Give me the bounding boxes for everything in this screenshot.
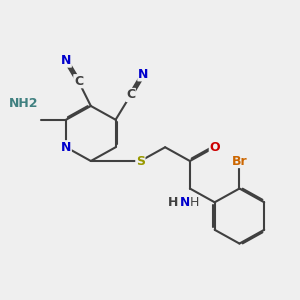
Text: H: H	[168, 196, 178, 209]
Text: N: N	[61, 141, 71, 154]
Text: N: N	[179, 196, 190, 209]
Text: H: H	[190, 196, 199, 209]
Text: S: S	[136, 154, 145, 167]
Text: C: C	[126, 88, 135, 101]
Text: Br: Br	[232, 154, 247, 167]
Text: NH2: NH2	[9, 97, 38, 110]
Text: N: N	[61, 54, 71, 67]
Text: N: N	[185, 196, 195, 209]
Text: O: O	[209, 141, 220, 154]
Text: C: C	[74, 75, 83, 88]
Text: N: N	[138, 68, 148, 81]
